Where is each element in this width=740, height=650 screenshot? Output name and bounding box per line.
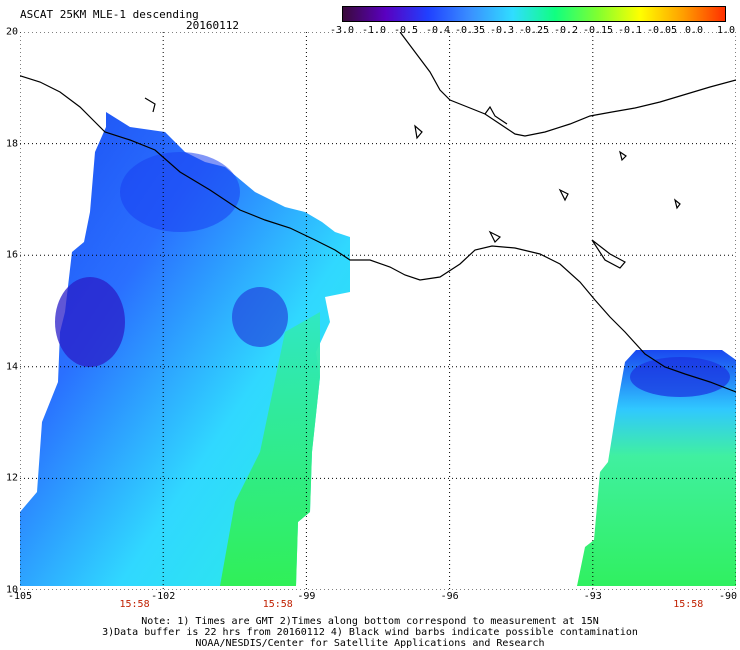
longitude-label: -96 <box>440 591 459 602</box>
map-date: 20160112 <box>186 19 239 32</box>
wind-swath-west <box>20 92 350 586</box>
colorbar-label: -0.35 <box>454 25 486 36</box>
colorbar-label: -0.2 <box>553 25 579 36</box>
latitude-label: 16 <box>5 249 18 261</box>
longitude-label: -93 <box>583 591 602 602</box>
colorbar-label: -0.1 <box>617 25 643 36</box>
colorbar-label: -0.3 <box>489 25 515 36</box>
colorbar-label: -3.0 <box>329 25 355 36</box>
colorbar-label: -0.25 <box>518 25 550 36</box>
latitude-label: 14 <box>5 361 18 373</box>
colorbar-label: -0.05 <box>646 25 678 36</box>
latitude-label: 12 <box>5 472 18 484</box>
footnotes: Note: 1) Times are GMT 2)Times along bot… <box>60 616 680 649</box>
coastline <box>20 32 736 393</box>
colorbar-label: -0.15 <box>582 25 614 36</box>
colorbar-label: -0.5 <box>393 25 419 36</box>
latitude-label: 10 <box>5 584 18 596</box>
pass-time-label: 15:58 <box>119 599 150 610</box>
latitude-label: 18 <box>5 138 18 150</box>
wind-swath-east <box>577 350 736 586</box>
colorbar-label: 0.0 <box>684 25 704 36</box>
longitude-label: -102 <box>151 591 176 602</box>
map-plot <box>20 32 736 590</box>
colorbar-labels: -3.0 -1.0 -0.5 -0.4 -0.35 -0.3 -0.25 -0.2 -0.15-… <box>326 25 736 39</box>
pass-time-label: 15:58 <box>673 599 704 610</box>
colorbar-gradient <box>343 7 725 21</box>
note-line-3: NOAA/NESDIS/Center for Satellite Applica… <box>195 638 545 649</box>
colorbar <box>342 6 726 22</box>
note-line-1: Note: 1) Times are GMT 2)Times along bot… <box>141 616 599 627</box>
colorbar-label: -0.4 <box>425 25 451 36</box>
colorbar-label: 1.0 <box>716 25 736 36</box>
latitude-label: 20 <box>5 26 18 38</box>
longitude-label: -90 <box>718 591 738 602</box>
note-line-2: 3)Data buffer is 22 hrs from 20160112 4)… <box>102 627 638 638</box>
longitude-label: -105 <box>7 591 33 602</box>
map-title: ASCAT 25KM MLE-1 descending <box>20 8 199 21</box>
longitude-label: -99 <box>297 591 316 602</box>
colorbar-label: -1.0 <box>361 25 387 36</box>
pass-time-label: 15:58 <box>262 599 293 610</box>
graticule <box>20 32 736 590</box>
